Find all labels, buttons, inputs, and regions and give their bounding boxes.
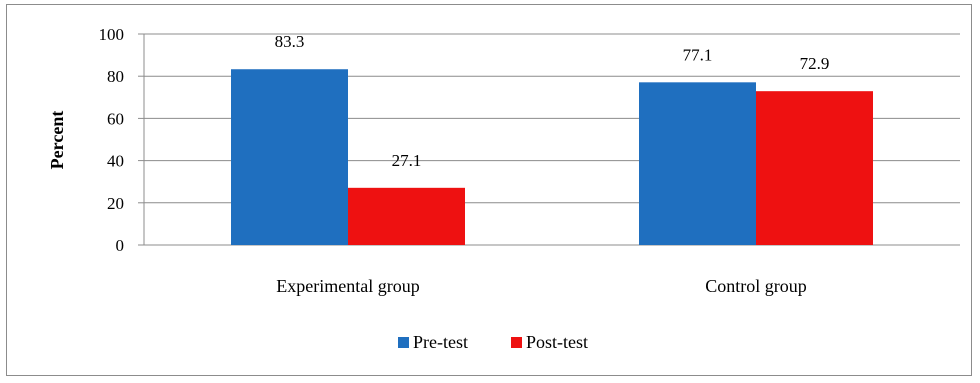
y-tick-label: 20 [107,194,124,213]
y-tick-label: 60 [107,109,124,128]
data-label: 72.9 [800,54,830,73]
y-tick-label: 100 [99,25,125,44]
data-label: 27.1 [392,151,422,170]
bar-post-test-0 [348,187,465,245]
data-label: 83.3 [275,32,305,51]
category-label: Experimental group [276,276,419,296]
data-labels: 83.3 27.1 77.1 72.9 [275,32,830,170]
y-axis-title: Percent [47,111,67,170]
legend: Pre-test Post-test [398,332,588,352]
bar-post-test-1 [756,91,873,245]
y-tick-labels: 0 20 40 60 80 100 [99,25,125,255]
y-tick-label: 0 [116,236,125,255]
bars [231,69,873,245]
data-label: 77.1 [683,45,713,64]
legend-label: Pre-test [413,332,468,352]
legend-label: Post-test [526,332,588,352]
category-label: Control group [705,276,807,296]
y-tick-label: 40 [107,152,124,171]
legend-swatch [398,337,409,348]
bar-pre-test-0 [231,69,348,245]
y-tick-label: 80 [107,67,124,86]
bar-pre-test-1 [639,82,756,245]
legend-swatch [511,337,522,348]
category-labels: Experimental group Control group [276,276,806,296]
